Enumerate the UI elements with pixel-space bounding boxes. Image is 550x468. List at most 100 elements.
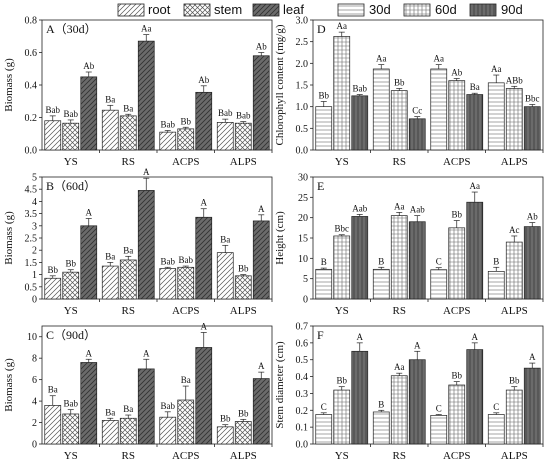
significance-label: Ab (83, 61, 94, 71)
bar-root (101, 265, 119, 300)
x-tick-label: ACPS (172, 450, 200, 462)
x-tick-label: ACPS (172, 305, 200, 317)
x-tick-label: YS (64, 156, 78, 168)
legend-item-90d: 90d (469, 2, 523, 17)
bar-stem (119, 417, 137, 445)
significance-label: A (472, 332, 479, 342)
significance-label: Ac (509, 225, 520, 235)
y-tick-label: 0.4 (296, 372, 309, 383)
legend-label-leaf: leaf (283, 2, 304, 17)
significance-label: B (321, 257, 327, 267)
significance-label: Bbc (525, 94, 540, 104)
significance-label: Aa (491, 64, 502, 74)
y-axis-label: Biomass (g) (3, 58, 15, 112)
bar-root (216, 252, 234, 300)
significance-label: Bab (161, 401, 176, 411)
legend-label-root: root (148, 2, 171, 17)
bar-90d (523, 367, 541, 445)
significance-label: Bb (180, 116, 191, 126)
significance-label: A (86, 207, 93, 217)
significance-label: Ba (105, 407, 115, 417)
y-tick-label: 0.7 (296, 322, 309, 333)
bar-30d (315, 106, 333, 151)
bar-60d (333, 235, 351, 300)
significance-label: Ab (527, 212, 538, 222)
significance-label: A (357, 332, 364, 342)
x-tick-label: ACPS (443, 156, 471, 168)
x-tick-label: YS (64, 305, 78, 317)
bar-60d (505, 389, 523, 445)
bar-root (159, 268, 177, 300)
bar-30d (372, 268, 390, 300)
x-tick-label: RS (393, 305, 406, 317)
y-tick-label: 0.0 (296, 440, 309, 451)
bar-90d (466, 349, 484, 445)
bar-leaf (252, 55, 270, 151)
significance-label: Aab (352, 203, 367, 213)
significance-label: A (258, 361, 265, 371)
significance-label: Bb (451, 210, 462, 220)
y-tick-label: 2 (32, 246, 37, 257)
legend-label-30d: 30d (369, 2, 391, 17)
bar-90d (466, 94, 484, 151)
bar-60d (390, 215, 408, 300)
legend-item-30d: 30d (337, 2, 391, 17)
significance-label: Ab (256, 42, 267, 52)
x-tick-label: ALPS (230, 305, 257, 317)
x-tick-label: ALPS (230, 156, 257, 168)
bar-60d (448, 80, 466, 151)
y-tick-label: 0.5 (296, 124, 309, 135)
y-tick-label: 0.1 (296, 423, 309, 434)
significance-label: Bb (238, 408, 249, 418)
significance-label: C (321, 402, 327, 412)
significance-label: Aa (394, 201, 405, 211)
bar-90d (523, 226, 541, 300)
significance-label: Ba (105, 94, 115, 104)
bar-stem (62, 413, 80, 445)
bar-60d (390, 90, 408, 151)
x-tick-label: ACPS (443, 450, 471, 462)
y-tick-label: 0.5 (25, 282, 38, 293)
bar-root (216, 426, 234, 445)
y-tick-label: 0.2 (25, 113, 38, 124)
significance-label: A (143, 348, 150, 358)
legend-item-leaf: leaf (252, 2, 304, 17)
bar-root (44, 120, 62, 151)
significance-label: A (201, 321, 208, 331)
y-tick-label: 15 (298, 234, 308, 245)
bar-root (44, 405, 62, 445)
y-tick-label: 1.5 (25, 258, 38, 269)
x-tick-label: YS (335, 156, 349, 168)
significance-label: A (258, 204, 265, 214)
bar-stem (234, 122, 252, 151)
bar-stem (62, 271, 80, 300)
legend-item-60d: 60d (403, 2, 457, 17)
y-tick-label: 8 (32, 354, 37, 365)
significance-label: Bb (451, 371, 462, 381)
significance-label: Bab (179, 255, 194, 265)
panel-label: D (317, 22, 326, 36)
legend-item-root: root (117, 2, 171, 17)
significance-label: Bb (509, 376, 520, 386)
bar-leaf (137, 368, 155, 445)
x-tick-label: ALPS (501, 156, 528, 168)
bar-30d (315, 414, 333, 445)
bar-60d (390, 375, 408, 445)
bar-60d (333, 389, 351, 445)
y-tick-label: 5 (303, 274, 308, 285)
significance-label: B (378, 399, 384, 409)
panel-label: A（30d） (46, 22, 97, 36)
significance-label: Aa (470, 181, 481, 191)
significance-label: Aa (434, 54, 445, 64)
significance-label: Ba (123, 404, 133, 414)
panel-label: F (317, 328, 324, 342)
legend-left: root stem leaf (117, 2, 304, 17)
significance-label: Ba (470, 82, 480, 92)
bar-leaf (137, 40, 155, 151)
bar-90d (466, 201, 484, 300)
panel-D: 0.0 0.5 1.0 1.5 2.0 2.5 3.0 Chlorophyll content… (274, 16, 544, 168)
y-tick-label: 0.4 (25, 81, 38, 92)
